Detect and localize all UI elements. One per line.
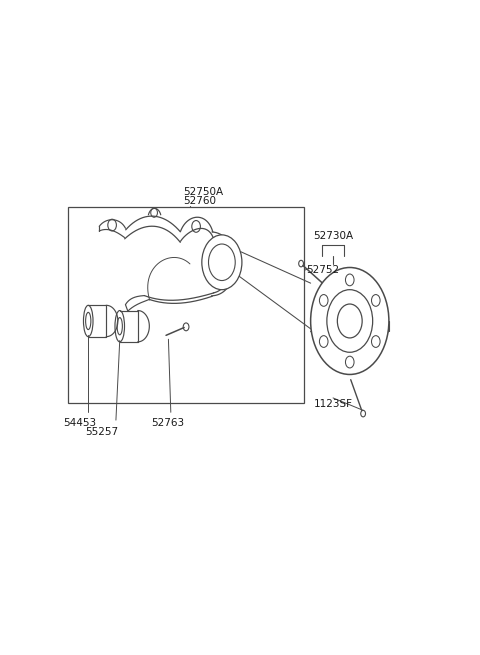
Circle shape [202,235,242,290]
Text: 52730A: 52730A [313,231,353,242]
Text: 52760: 52760 [183,196,216,206]
Circle shape [311,267,389,375]
Text: 52763: 52763 [151,417,184,428]
Text: 52752: 52752 [306,265,339,275]
Text: 55257: 55257 [85,426,118,437]
Text: 52750A: 52750A [183,187,223,197]
Bar [68,207,304,403]
Text: 54453: 54453 [63,417,96,428]
Text: 1123SF: 1123SF [313,400,352,409]
